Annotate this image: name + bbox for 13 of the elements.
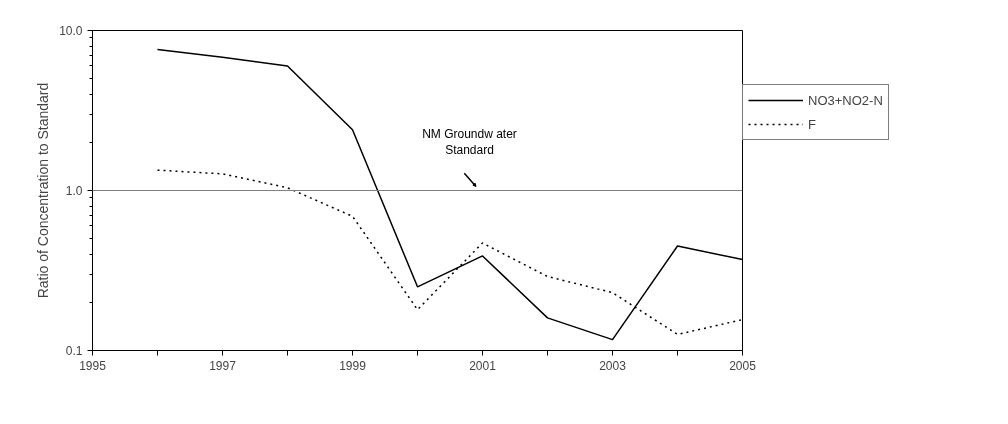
legend-label: F: [808, 116, 817, 132]
legend-label: NO3+NO2-N: [808, 92, 883, 108]
y-tick-label: 1.0: [65, 184, 83, 198]
x-tick-label: 1999: [339, 358, 367, 373]
x-tick-label: 2001: [469, 358, 497, 373]
ref-line-label: NM Groundw ater Standard: [422, 126, 517, 157]
x-tick-label: 1997: [209, 358, 237, 373]
x-tick-label: 2005: [729, 358, 757, 373]
x-tick-label: 2003: [599, 358, 627, 373]
x-tick-label: 1995: [79, 358, 107, 373]
y-axis-title: Ratio of Concentration to Standard: [35, 82, 52, 299]
y-tick-label: 10.0: [59, 24, 83, 38]
y-tick-label: 0.1: [65, 344, 83, 358]
